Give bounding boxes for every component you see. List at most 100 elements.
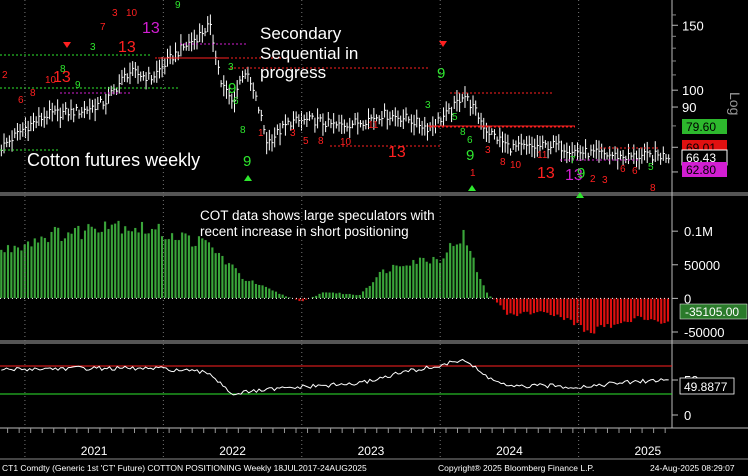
- cot-bar: [659, 298, 663, 325]
- price-axis-tick-label: 90: [682, 100, 696, 115]
- cot-axis-tick-label: 50000: [684, 258, 720, 273]
- cot-bar: [284, 295, 288, 299]
- cot-bar: [599, 298, 603, 326]
- cot-bar: [324, 292, 328, 299]
- cot-bar: [6, 244, 10, 299]
- cot-bar: [569, 298, 573, 321]
- cot-bar: [3, 251, 7, 299]
- td-count-label: 2: [2, 70, 8, 81]
- td-count-label: 3: [112, 8, 118, 19]
- cot-bar: [70, 233, 74, 299]
- price-level-badge-label: 62.80: [686, 163, 716, 177]
- cot-bar: [425, 261, 429, 299]
- cot-bar: [519, 298, 522, 314]
- td-sequential-label: 9: [243, 153, 251, 170]
- cot-bar: [348, 293, 352, 299]
- cot-bar: [204, 239, 208, 299]
- cot-bar: [123, 225, 127, 299]
- cot-bar: [579, 298, 583, 326]
- cot-bar: [73, 227, 77, 299]
- cot-bar: [458, 243, 462, 299]
- cot-bar: [468, 250, 472, 299]
- cot-bar: [96, 232, 100, 299]
- price-axis-scale-label: Log: [727, 92, 743, 115]
- cot-bar: [334, 292, 338, 299]
- cot-bar: [150, 228, 154, 299]
- x-axis-year-label: 2025: [634, 444, 661, 458]
- td-sequential-label: 13: [142, 20, 160, 37]
- cot-axis-tick-label: -50000: [684, 325, 724, 340]
- cot-bar: [130, 230, 134, 299]
- cot-bar: [147, 232, 151, 299]
- cot-bar: [455, 244, 459, 299]
- cot-bar: [180, 232, 184, 299]
- cot-bar: [117, 220, 120, 299]
- cot-bar: [234, 267, 238, 299]
- cot-bar: [629, 298, 633, 323]
- cot-bar: [214, 252, 218, 299]
- cot-bar: [415, 263, 419, 299]
- cot-bar: [619, 298, 623, 324]
- td-sequential-label: 13: [118, 39, 136, 56]
- cot-bar: [492, 298, 496, 300]
- cot-bar: [210, 247, 214, 299]
- td-count-label: 6: [18, 95, 24, 106]
- cot-axis-tick-label: 0.1M: [684, 224, 713, 239]
- cot-bar: [495, 298, 499, 303]
- cot-bar: [445, 252, 449, 299]
- buy-arrow-icon: [244, 175, 252, 181]
- cot-bar: [318, 293, 321, 299]
- cot-bar: [592, 298, 596, 334]
- cot-bar: [398, 265, 402, 299]
- td-sequential-label: 13: [565, 167, 583, 184]
- td-count-label: 6: [233, 96, 239, 107]
- cot-bar: [545, 298, 549, 314]
- cot-bar: [140, 221, 144, 299]
- cot-bar: [498, 298, 502, 306]
- cot-bar: [488, 296, 492, 299]
- cot-bar: [431, 256, 435, 299]
- td-sequential-label: 9: [466, 147, 474, 164]
- td-sequential-label: 13: [388, 144, 406, 161]
- x-axis-year-label: 2021: [81, 444, 108, 458]
- cot-bar: [244, 280, 248, 299]
- td-count-label: 3: [425, 100, 431, 111]
- td-sequential-label: 9: [437, 65, 445, 82]
- cot-bar: [157, 223, 161, 299]
- buy-arrow-icon: [468, 185, 476, 191]
- td-count-label: 2: [590, 174, 596, 185]
- td-count-label: 8: [240, 125, 246, 136]
- cot-bar: [113, 223, 117, 299]
- cot-bar: [63, 237, 67, 299]
- cot-bar: [297, 298, 301, 302]
- cot-bar: [56, 227, 60, 299]
- cot-index-line: [1, 358, 669, 396]
- cot-bar: [562, 298, 566, 321]
- cot-bar: [86, 223, 90, 299]
- cot-bar: [13, 245, 17, 299]
- cot-bar: [418, 257, 422, 299]
- cot-bar: [371, 281, 375, 299]
- price-axis-tick-label: 150: [682, 18, 704, 33]
- cot-bar: [328, 292, 332, 299]
- td-count-label: 9: [75, 80, 81, 91]
- cot-bar: [542, 298, 546, 313]
- td-count-label: 6: [467, 135, 473, 146]
- cot-bar: [636, 298, 640, 317]
- buy-arrow-icon: [576, 192, 584, 198]
- cot-bar: [200, 237, 204, 299]
- cot-bar: [395, 265, 399, 299]
- cot-bar: [29, 245, 33, 299]
- cot-bar: [565, 298, 569, 319]
- cot-bar: [666, 298, 670, 322]
- cot-bar: [552, 298, 556, 317]
- td-count-label: 10: [510, 160, 522, 171]
- cot-bar: [502, 298, 506, 311]
- cot-bar: [153, 228, 157, 299]
- cot-bar: [632, 298, 636, 319]
- x-axis-year-label: 2022: [219, 444, 246, 458]
- cot-bar: [391, 264, 395, 299]
- cot-bar: [331, 292, 335, 299]
- cot-bar: [448, 242, 452, 299]
